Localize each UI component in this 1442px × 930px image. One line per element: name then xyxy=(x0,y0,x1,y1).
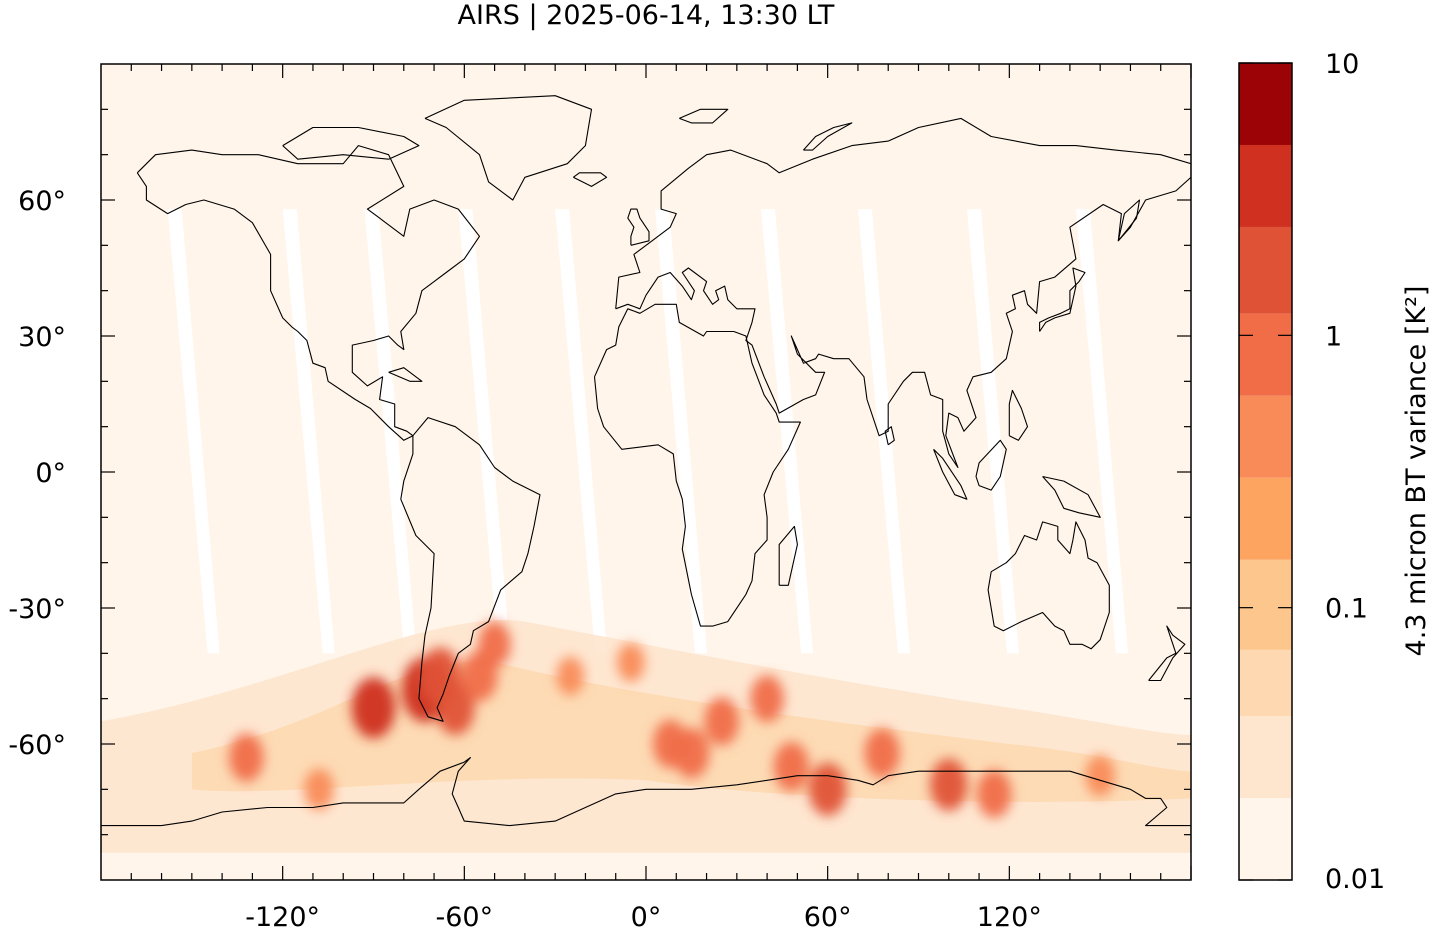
hotspot-0 xyxy=(351,677,396,739)
coastline-svalbard xyxy=(679,108,729,124)
orbit-gap-5 xyxy=(655,209,708,654)
chart-title: AIRS | 2025-06-14, 13:30 LT xyxy=(458,0,835,31)
colorbar-band xyxy=(1239,226,1292,314)
orbit-gap-8 xyxy=(966,209,1019,654)
orbit-gap-1 xyxy=(282,209,335,654)
x-tick-label: -60° xyxy=(436,902,494,930)
hotspot-11 xyxy=(750,675,784,723)
orbit-gaps xyxy=(167,209,1128,654)
hotspot-5 xyxy=(478,621,511,667)
orbit-gap-3 xyxy=(458,209,511,654)
coastline-madagascar xyxy=(778,525,798,586)
coastline-africa xyxy=(593,303,801,627)
orbit-gap-6 xyxy=(761,209,814,654)
hotspot-13 xyxy=(808,762,847,816)
hotspot-3 xyxy=(435,680,475,735)
colorbar-band xyxy=(1239,395,1292,478)
coastline-iceland xyxy=(572,172,608,187)
hotspot-10 xyxy=(704,697,739,746)
hotspot-12 xyxy=(773,741,809,792)
hotspot-15 xyxy=(930,758,968,811)
hotspot-19 xyxy=(556,656,585,696)
x-tick-label: 120° xyxy=(977,902,1042,930)
colorbar-tick-label: 0.01 xyxy=(1325,864,1385,895)
colorbar-tick-labels: 10 1 0.1 0.01 xyxy=(1325,49,1385,895)
colorbar-tick-label: 1 xyxy=(1325,321,1342,352)
coastline-borneo xyxy=(975,439,1007,491)
y-tick-label: -30° xyxy=(8,594,66,625)
coastline-japan xyxy=(1039,267,1086,332)
coastline-new-guinea xyxy=(1042,475,1101,518)
coastline-arctic-islands xyxy=(282,126,420,160)
hotspot-14 xyxy=(864,728,900,778)
colorbar-frame xyxy=(1238,62,1293,881)
colorbar-tick-label: 0.1 xyxy=(1325,594,1368,625)
colorbar-band xyxy=(1239,649,1292,717)
hotspot-16 xyxy=(976,769,1012,818)
orbit-gap-0 xyxy=(167,209,220,654)
coastline-new-zealand xyxy=(1148,625,1186,682)
coastline-british-isles xyxy=(627,208,650,246)
colorbar-ticks xyxy=(1239,62,1292,881)
map-plot-area: -120° -60° 0° 60° 120° 60° 30° 0° -30° -60° xyxy=(8,63,1192,930)
y-tick-label: 0° xyxy=(35,458,66,489)
colorbar-band xyxy=(1239,144,1292,227)
colorbar-band xyxy=(1239,798,1292,880)
coastline-sri-lanka xyxy=(884,426,895,446)
x-tick-label: -120° xyxy=(245,902,320,930)
coastline-philippines xyxy=(1008,389,1029,441)
orbit-gap-7 xyxy=(857,209,910,654)
coastline-north-america xyxy=(136,145,481,441)
orbit-gap-4 xyxy=(555,209,608,654)
coastline-eurasia xyxy=(615,117,1191,469)
coastline-kamchatka xyxy=(1117,199,1141,242)
coastline-australia xyxy=(987,521,1110,650)
y-tick-label: -60° xyxy=(8,730,66,761)
orbit-gap-9 xyxy=(1075,209,1128,654)
colorbar-band xyxy=(1239,559,1292,650)
coastline-novaya-zemlya xyxy=(802,122,853,151)
colorbar-tick-label: 10 xyxy=(1325,49,1359,80)
colorbar-band xyxy=(1239,63,1292,145)
y-tick-label: 60° xyxy=(18,186,66,217)
colorbar: 10 1 0.1 0.01 4.3 micron BT variance [K²] xyxy=(1238,49,1432,895)
y-tick-label: 30° xyxy=(18,322,66,353)
colorbar-band xyxy=(1239,716,1292,799)
coastline-greenland xyxy=(424,95,593,201)
colorbar-label: 4.3 micron BT variance [K²] xyxy=(1401,286,1432,657)
colorbar-bands xyxy=(1239,63,1292,880)
coastline-cuba xyxy=(388,367,423,382)
x-tick-label: 60° xyxy=(804,902,852,930)
coastline-sumatra xyxy=(933,448,968,500)
hotspot-7 xyxy=(304,768,334,811)
coastlines xyxy=(101,95,1191,853)
hotspot-6 xyxy=(229,733,264,782)
hotspot-18 xyxy=(617,643,645,682)
orbit-gap-2 xyxy=(364,209,417,654)
colorbar-band xyxy=(1239,477,1292,560)
hotspot-17 xyxy=(1085,754,1115,797)
hotspot-9 xyxy=(673,727,710,779)
colorbar-band xyxy=(1239,313,1292,396)
coastline-antarctica xyxy=(101,757,1191,853)
axis-tick-labels: -120° -60° 0° 60° 120° 60° 30° 0° -30° -60° xyxy=(8,186,1041,930)
coastline-south-america xyxy=(400,417,541,722)
x-tick-label: 0° xyxy=(631,902,662,930)
axis-ticks xyxy=(101,64,1192,880)
